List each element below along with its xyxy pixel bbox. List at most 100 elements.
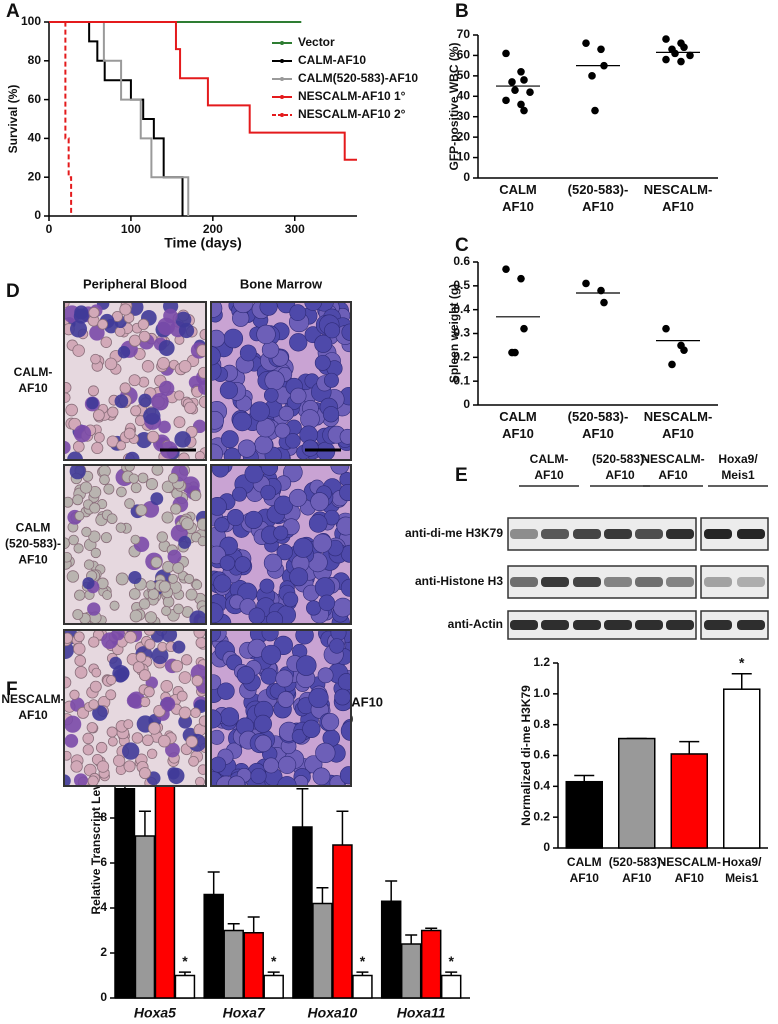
cell [314, 577, 336, 598]
data-point [526, 88, 534, 96]
cell [244, 465, 264, 484]
cell [295, 655, 317, 676]
blot-band [737, 529, 765, 539]
cell [197, 764, 206, 775]
x-tick-label: Hoxa7 [223, 1005, 266, 1021]
y-tick-label: 50 [457, 68, 471, 82]
cell [137, 472, 149, 484]
cell [223, 328, 244, 349]
bar [332, 844, 353, 999]
bar [440, 974, 462, 999]
blot-band [573, 577, 601, 587]
cell [124, 498, 135, 509]
blot-column-label: (520-583)-AF10 [592, 452, 648, 482]
micrograph-frame [63, 301, 207, 461]
cell [178, 322, 195, 339]
cell [74, 666, 88, 679]
cell [276, 543, 293, 561]
y-tick-label: 40 [28, 131, 42, 145]
y-tick-label: 0 [34, 208, 41, 222]
cell [87, 775, 99, 786]
cell [211, 465, 229, 478]
y-tick-label: 0.4 [533, 779, 550, 793]
cell [195, 776, 205, 786]
cell [219, 555, 236, 571]
cell [173, 416, 186, 429]
legend-label: NESCALM-AF10 2° [298, 107, 406, 121]
legend-marker [280, 95, 284, 99]
cell [211, 411, 225, 430]
legend-marker [280, 59, 284, 63]
cell [116, 486, 127, 498]
cell [123, 719, 134, 730]
cell [89, 680, 102, 693]
blot-band [510, 577, 538, 587]
data-point [668, 360, 676, 369]
cell [256, 324, 276, 345]
cell [259, 302, 278, 316]
cell [306, 600, 322, 616]
micrograph [211, 302, 351, 460]
y-tick-label: 0 [543, 840, 550, 854]
cell [65, 403, 78, 417]
cell [131, 732, 144, 744]
column-label: Bone Marrow [240, 276, 323, 291]
cell [301, 439, 319, 457]
cell [176, 690, 188, 702]
y-tick-label: 60 [28, 92, 42, 106]
survival-curve [49, 21, 73, 216]
cell [64, 382, 72, 394]
cell [64, 734, 79, 748]
cell [128, 588, 141, 600]
cell [128, 570, 142, 585]
cell [138, 330, 151, 343]
cell [289, 567, 309, 587]
cell [139, 767, 151, 780]
cell [178, 671, 192, 684]
cell [211, 709, 222, 729]
cell [248, 607, 266, 624]
y-tick-label: 4 [100, 900, 107, 914]
cell [151, 392, 169, 411]
cell [188, 756, 199, 767]
cell [116, 440, 127, 451]
y-tick-label: 20 [457, 129, 471, 143]
cell [66, 570, 80, 583]
y-tick-label: 40 [457, 88, 471, 102]
cell [146, 748, 158, 760]
bar [114, 788, 136, 999]
y-axis-label: Normalized di-me H3K79 [519, 685, 533, 826]
cell [234, 556, 251, 573]
x-tick-label: 200 [203, 222, 223, 236]
cell [100, 532, 112, 544]
cell [151, 465, 164, 476]
cell [106, 513, 118, 525]
cell [119, 382, 131, 394]
cell [185, 735, 198, 748]
bar [154, 781, 176, 999]
cell [340, 544, 351, 563]
cell [95, 741, 108, 754]
cell [107, 736, 118, 747]
cell [277, 691, 295, 708]
cell [197, 380, 206, 395]
cell [198, 715, 206, 727]
cell [122, 742, 140, 760]
cell [244, 510, 263, 529]
cell [79, 481, 93, 494]
blot-band [635, 529, 663, 539]
cell [170, 659, 184, 673]
blot-row-label: anti-di-me H3K79 [405, 526, 503, 540]
cell [178, 714, 193, 729]
y-axis-label: Relative Transcript Levels [89, 766, 103, 914]
cell [339, 428, 351, 445]
data-point [600, 298, 608, 307]
blot-band [604, 577, 632, 587]
cell [322, 406, 340, 423]
cell [302, 719, 321, 739]
blot-box [507, 517, 697, 551]
cell [114, 394, 129, 409]
cell [321, 712, 340, 731]
cell [156, 531, 168, 543]
y-tick-label: 1.0 [533, 686, 550, 700]
